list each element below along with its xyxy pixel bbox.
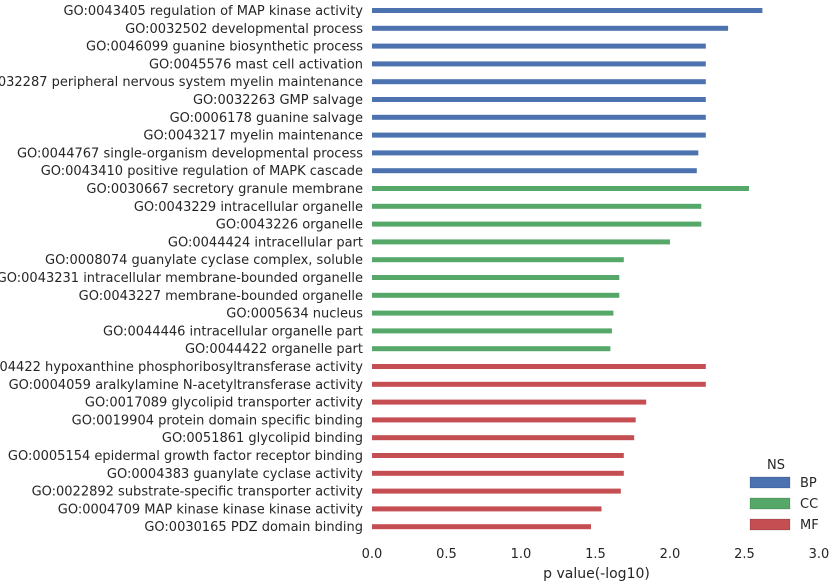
category-label: GO:0051861 glycolipid binding	[162, 431, 363, 446]
x-tick-label: 0.0	[362, 547, 383, 562]
x-axis-ticks: 0.0 0.5 1.0 1.5 2.0 2.5 3.0	[362, 547, 830, 562]
category-label: GO:0006178 guanine salvage	[170, 111, 363, 126]
legend: NS BP CC MF	[749, 458, 819, 533]
legend-label-mf: MF	[800, 518, 819, 533]
category-label: GO:0004422 hypoxanthine phosphoribosyltr…	[0, 360, 363, 375]
legend-label-cc: CC	[800, 497, 818, 512]
bars-layer	[372, 8, 763, 530]
bar	[372, 275, 620, 280]
bar	[372, 257, 624, 263]
bar	[372, 168, 697, 174]
bar	[372, 310, 614, 316]
category-label: GO:0030165 PDZ domain binding	[144, 520, 363, 535]
category-label: GO:0030667 secretory granule membrane	[86, 182, 363, 197]
bar	[372, 132, 706, 138]
category-label: GO:0044767 single-organism developmental…	[17, 146, 363, 161]
legend-swatch-cc	[749, 497, 791, 510]
legend-swatch-mf	[749, 518, 791, 531]
category-labels: GO:0043405 regulation of MAP kinase acti…	[0, 4, 363, 535]
category-label: GO:0043227 membrane-bounded organelle	[79, 289, 363, 304]
bar	[372, 328, 612, 334]
bar	[372, 346, 611, 352]
category-label: GO:0032502 developmental process	[125, 22, 363, 37]
x-tick-label: 2.5	[734, 547, 755, 562]
category-label: GO:0044446 intracellular organelle part	[103, 324, 363, 339]
category-label: GO:0046099 guanine biosynthetic process	[86, 40, 363, 55]
x-tick-label: 3.0	[809, 547, 830, 562]
bar	[372, 150, 699, 156]
bar	[372, 79, 706, 85]
bar	[372, 364, 706, 369]
bar	[372, 470, 624, 476]
category-label: GO:0043405 regulation of MAP kinase acti…	[63, 4, 363, 19]
x-axis-title: p value(-log10)	[543, 566, 650, 582]
bar	[372, 43, 706, 49]
category-label: GO:0004383 guanylate cyclase activity	[107, 467, 363, 482]
bar	[372, 292, 620, 298]
x-tick-label: 2.0	[660, 547, 681, 562]
category-label: GO:0017089 glycolipid transporter activi…	[85, 396, 363, 411]
bar	[372, 8, 763, 13]
bar	[372, 435, 635, 441]
legend-swatch-bp	[749, 476, 791, 489]
category-label: GO:0044424 intracellular part	[168, 235, 363, 250]
category-label: GO:0043231 intracellular membrane-bounde…	[0, 271, 363, 286]
bar	[372, 186, 749, 191]
category-label: GO:0004059 aralkylamine N-acetyltransfer…	[9, 378, 364, 393]
x-tick-label: 1.5	[585, 547, 606, 562]
category-label: GO:0043229 intracellular organelle	[134, 200, 363, 215]
category-label: GO:0019904 protein domain specific bindi…	[72, 413, 363, 428]
bar	[372, 399, 647, 405]
category-label: GO:0043226 organelle	[216, 218, 363, 233]
category-label: GO:0045576 mast cell activation	[149, 57, 363, 72]
x-tick-label: 1.0	[511, 547, 532, 562]
legend-entries: BP CC MF	[749, 476, 819, 533]
bar	[372, 417, 636, 423]
category-label: GO:0043410 positive regulation of MAPK c…	[41, 164, 363, 179]
category-label: GO:0005634 nucleus	[226, 307, 363, 322]
bar	[372, 506, 602, 512]
x-tick-label: 0.5	[436, 547, 457, 562]
legend-label-bp: BP	[800, 476, 817, 491]
bar	[372, 114, 706, 120]
bar	[372, 524, 591, 530]
bar	[372, 239, 670, 245]
category-label: GO:0043217 myelin maintenance	[143, 129, 363, 144]
category-label: GO:0008074 guanylate cyclase complex, so…	[45, 253, 363, 268]
category-label: GO:0004709 MAP kinase kinase kinase acti…	[58, 502, 364, 517]
category-label: GO:0032287 peripheral nervous system mye…	[0, 75, 363, 90]
bar	[372, 488, 621, 494]
bar	[372, 381, 706, 387]
legend-title: NS	[767, 458, 785, 473]
bar	[372, 203, 702, 209]
category-label: GO:0022892 substrate-specific transporte…	[32, 485, 364, 500]
bar	[372, 25, 729, 31]
category-label: GO:0005154 epidermal growth factor recep…	[8, 449, 363, 464]
category-label: GO:0032263 GMP salvage	[193, 93, 363, 108]
bar	[372, 221, 702, 227]
bar	[372, 453, 624, 458]
bar	[372, 97, 706, 102]
category-label: GO:0044422 organelle part	[185, 342, 363, 357]
bar	[372, 61, 706, 67]
